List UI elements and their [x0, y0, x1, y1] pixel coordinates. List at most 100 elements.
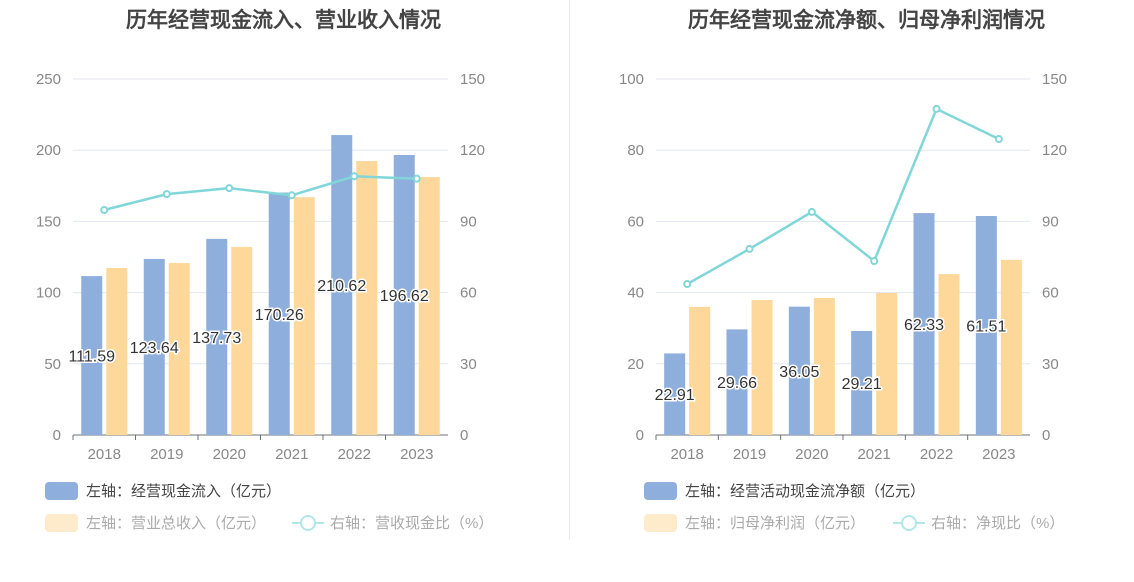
x-axis-label: 2020: [795, 446, 828, 463]
legend-item-bar1[interactable]: 左轴：经营现金流入（亿元）: [45, 480, 281, 501]
divider: [569, 0, 570, 540]
line-point: [807, 207, 816, 216]
left-axis-tick: 40: [627, 285, 644, 302]
left-axis-tick: 100: [36, 285, 61, 302]
left-axis-tick: 200: [36, 142, 61, 159]
right-axis-tick: 30: [460, 356, 477, 373]
x-axis-label: 2019: [733, 446, 766, 463]
x-axis-label: 2021: [275, 446, 308, 463]
legend-label: 左轴：经营活动现金流净额（亿元）: [685, 483, 926, 500]
right-axis-tick: 120: [460, 142, 485, 159]
line-point: [932, 104, 941, 113]
legend-item-bar2[interactable]: 左轴：归母净利润（亿元）: [644, 512, 865, 533]
bar-data-label: 123.64: [130, 340, 179, 357]
legend-swatch: [644, 513, 677, 532]
bar-series2: [689, 306, 711, 435]
bar-data-label: 36.05: [779, 364, 819, 381]
bar-series1: [975, 216, 997, 435]
x-axis-label: 2018: [88, 446, 121, 463]
line-legend-icon: [893, 514, 925, 532]
bar-series2: [231, 247, 253, 435]
legend-label: 左轴：归母净利润（亿元）: [685, 515, 866, 532]
bar-series2: [418, 176, 440, 436]
legend-item-bar2[interactable]: 左轴：营业总收入（亿元）: [45, 512, 266, 533]
chart-cash-inflow-revenue: 历年经营现金流入、营业收入情况 0 50 100 150 200 250 0 30 60 90 12…: [36, 9, 493, 533]
x-axis-label: 2022: [338, 446, 371, 463]
bar-series1: [851, 331, 873, 435]
bar-data-label: 137.73: [192, 330, 241, 347]
bar-series1: [393, 155, 415, 435]
bar-series1: [143, 258, 165, 435]
legend-label: 右轴：营收现金比（%）: [330, 515, 494, 532]
line-point: [350, 172, 359, 181]
chart-title: 历年经营现金流净额、归母净利润情况: [688, 9, 1045, 32]
bar-series1: [331, 135, 353, 435]
line-point: [412, 174, 421, 183]
bar-data-label: 196.62: [380, 288, 429, 305]
right-axis-tick: 0: [460, 427, 468, 444]
line-point: [870, 257, 879, 266]
legend-item-line[interactable]: 右轴：净现比（%）: [893, 512, 1064, 533]
left-axis-tick: 50: [44, 356, 61, 373]
right-axis-tick: 90: [1042, 213, 1059, 230]
bar-data-label: 111.59: [68, 349, 115, 366]
bar-series2: [751, 300, 773, 435]
legend-swatch: [45, 513, 78, 532]
bar-series1: [913, 213, 935, 435]
chart-svg: 0 50 100 150 200 250 0 30 60 90 120 150 2018 2019 2020…: [36, 71, 485, 463]
bar-series2: [293, 197, 315, 435]
legend-item-line[interactable]: 右轴：营收现金比（%）: [292, 512, 493, 533]
bar-series2: [106, 267, 128, 435]
bar-series2: [356, 161, 378, 435]
bar-series1: [206, 238, 228, 435]
line-point: [994, 135, 1003, 144]
chart-net-cash-profit: 历年经营现金流净额、归母净利润情况 0 20 40 60 80 100 0 30 60 90 120…: [583, 0, 1134, 582]
bar-data-label: 29.66: [717, 375, 757, 392]
bar-data-label: 29.21: [842, 376, 882, 393]
bar-series2: [1000, 259, 1022, 435]
bar-data-label: 170.26: [255, 307, 304, 324]
bar-data-label: 22.91: [655, 387, 695, 404]
x-axis-label: 2023: [400, 446, 433, 463]
right-axis-tick: 0: [1042, 427, 1050, 444]
legend-swatch: [45, 481, 78, 500]
legend-label: 左轴：营业总收入（亿元）: [86, 515, 267, 532]
left-axis-tick: 0: [636, 427, 644, 444]
line-legend-icon: [292, 514, 324, 532]
line-series: [686, 107, 1000, 286]
bar-series1: [788, 306, 810, 435]
bar-series1: [664, 353, 686, 435]
legend-label: 右轴：净现比（%）: [931, 515, 1065, 532]
bar-data-label: 61.51: [966, 319, 1006, 336]
left-axis-tick: 150: [36, 213, 61, 230]
left-axis-tick: 0: [53, 427, 61, 444]
bar-series1: [81, 276, 103, 435]
x-axis-label: 2021: [857, 446, 890, 463]
bar-data-label: 210.62: [317, 278, 366, 295]
x-axis-label: 2023: [982, 446, 1015, 463]
bar-series2: [813, 297, 835, 435]
x-axis-label: 2019: [150, 446, 183, 463]
bar-series1: [726, 329, 748, 435]
x-axis-label: 2018: [670, 446, 703, 463]
line-series: [103, 175, 417, 212]
right-axis-tick: 60: [460, 285, 477, 302]
right-axis-tick: 150: [1042, 71, 1067, 88]
line-point: [745, 244, 754, 253]
bar-series2: [938, 274, 960, 435]
bar-series2: [168, 262, 190, 435]
left-axis-tick: 80: [627, 142, 644, 159]
x-axis-label: 2020: [213, 446, 246, 463]
line-point: [683, 280, 692, 289]
legend-item-bar1[interactable]: 左轴：经营活动现金流净额（亿元）: [644, 480, 925, 501]
left-axis-tick: 250: [36, 71, 61, 88]
legend-swatch: [644, 481, 677, 500]
right-axis-tick: 30: [1042, 356, 1059, 373]
left-axis-tick: 20: [627, 356, 644, 373]
right-axis-tick: 90: [460, 213, 477, 230]
left-axis-tick: 60: [627, 213, 644, 230]
chart-title: 历年经营现金流入、营业收入情况: [126, 9, 441, 32]
bar-series1: [268, 192, 290, 435]
x-axis-label: 2022: [920, 446, 953, 463]
